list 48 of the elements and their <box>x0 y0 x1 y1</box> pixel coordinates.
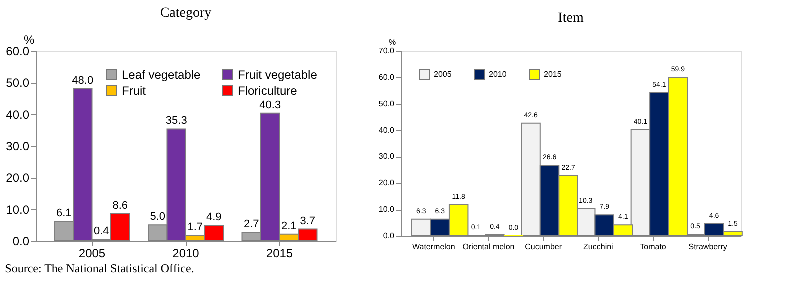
y-tick-label: 20.0 <box>6 171 30 186</box>
y-tick-label: 0.0 <box>12 234 30 248</box>
y-tick-label: 60.0 <box>6 44 30 58</box>
x-tick-label: Watermelon <box>412 242 456 252</box>
data-label: 5.0 <box>150 211 166 224</box>
y-axis-title: % <box>389 38 396 47</box>
data-label: 3.7 <box>300 215 316 228</box>
legend-label: 2010 <box>489 70 508 79</box>
data-label: 2.1 <box>281 220 297 232</box>
legend-label: 2015 <box>544 70 562 79</box>
legend-label: Fruit <box>122 84 147 98</box>
legend-label: Fruit vegetable <box>238 68 318 82</box>
y-tick-label: 50.0 <box>6 76 30 90</box>
chart-title: Item <box>558 11 584 26</box>
legend-label: Leaf vegetable <box>122 68 202 82</box>
data-label: 40.3 <box>260 99 282 112</box>
x-tick-label: Cucumber <box>525 242 562 252</box>
data-label: 0.4 <box>94 226 110 238</box>
x-tick-label: Oriental melon <box>462 242 515 252</box>
chart-title: Category <box>160 6 212 21</box>
y-tick-label: 70.0 <box>378 46 396 56</box>
y-tick-label: 60.0 <box>378 72 396 82</box>
x-tick-label: 2015 <box>266 246 294 260</box>
y-tick-label: 50.0 <box>378 99 396 108</box>
y-tick-label: 30.0 <box>6 140 30 154</box>
y-tick-label: 40.0 <box>378 126 396 135</box>
data-label: 8.6 <box>112 200 128 212</box>
y-tick-label: 20.0 <box>378 178 396 188</box>
x-tick-label: Tomato <box>640 242 667 252</box>
x-tick-label: 2010 <box>172 246 200 260</box>
y-tick-label: 30.0 <box>378 152 396 162</box>
y-tick-label: 0.0 <box>383 232 396 240</box>
source-note: Source: The National Statistical Office. <box>5 262 194 276</box>
y-tick-label: 10.0 <box>6 202 30 217</box>
x-tick-label: 2005 <box>78 246 106 260</box>
y-tick-label: 40.0 <box>6 108 30 122</box>
data-label: 1.7 <box>188 222 204 234</box>
x-tick-label: Zucchini <box>584 242 614 252</box>
legend-label: 2005 <box>434 70 452 79</box>
data-label: 35.3 <box>166 115 188 128</box>
legend-label: Floriculture <box>238 84 298 98</box>
y-axis-title: % <box>24 33 35 47</box>
data-label: 2.7 <box>244 218 260 230</box>
x-tick-label: Strawberry <box>688 242 728 252</box>
data-label: 4.9 <box>206 211 222 224</box>
data-label: 48.0 <box>72 75 94 87</box>
y-tick-label: 10.0 <box>378 205 396 214</box>
data-label: 6.1 <box>56 208 72 220</box>
